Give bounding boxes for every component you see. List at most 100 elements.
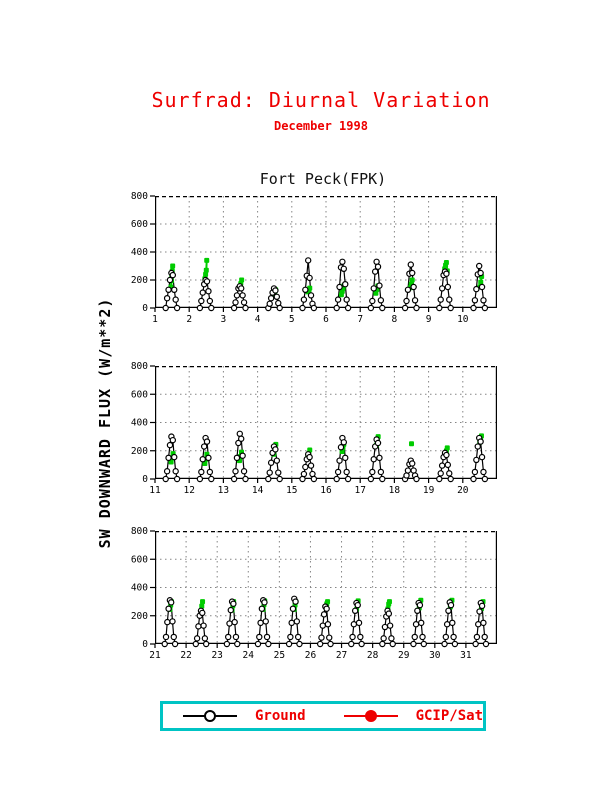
ground-point-day-9 (438, 285, 446, 292)
ground-point-day-21 (161, 640, 168, 648)
ground-point-day-13 (239, 452, 246, 459)
ground-point-day-21 (169, 618, 176, 625)
ground-point-day-1 (165, 286, 172, 294)
ground-point-day-25 (288, 619, 295, 627)
ground-point-day-5 (307, 292, 315, 299)
ground-point-day-21 (165, 605, 172, 612)
ground-point-day-29 (416, 601, 424, 609)
x-tick-label-day-25: 25 (274, 650, 285, 661)
ground-point-day-2 (205, 287, 212, 295)
ground-point-day-7 (370, 285, 377, 292)
satellite-point-day-22 (200, 599, 206, 605)
ground-point-day-11 (171, 453, 178, 461)
y-tick-label-600: 600 (131, 554, 148, 565)
x-tick-label-day-10: 10 (457, 314, 469, 325)
ground-point-day-19 (446, 470, 453, 477)
ground-point-day-2 (203, 278, 211, 285)
ground-point-day-14 (276, 475, 283, 483)
ground-point-day-1 (169, 271, 177, 279)
ground-point-day-24 (254, 640, 262, 648)
ground-point-day-8 (410, 283, 417, 291)
ground-point-day-14 (267, 459, 275, 466)
ground-point-day-31 (475, 621, 482, 628)
ground-point-day-23 (227, 606, 234, 614)
ground-point-day-14 (272, 446, 279, 453)
ground-point-day-11 (166, 441, 174, 449)
ground-point-day-23 (234, 640, 241, 648)
ground-point-day-19 (436, 475, 443, 483)
ground-point-day-20 (474, 443, 481, 450)
x-tick-label-day-12: 12 (183, 485, 194, 496)
ground-point-day-6 (333, 304, 340, 312)
ground-point-day-25 (287, 633, 294, 641)
y-tick-label-800: 800 (131, 526, 148, 537)
ground-point-day-17 (370, 456, 377, 463)
satellite-point-day-11 (168, 459, 174, 465)
x-tick-label-day-18: 18 (389, 485, 401, 496)
legend-box: Ground GCIP/Sat (160, 701, 486, 731)
x-tick-label-day-15: 15 (286, 485, 297, 496)
ground-point-day-13 (230, 475, 238, 483)
ground-point-day-21 (167, 599, 175, 606)
ground-point-day-9 (444, 283, 452, 291)
ground-point-day-11 (162, 475, 169, 483)
ground-point-day-24 (261, 599, 268, 606)
ground-point-day-23 (231, 618, 238, 626)
ground-point-day-30 (450, 633, 457, 641)
satellite-point-day-18 (409, 441, 414, 447)
y-tick-label-800: 800 (131, 191, 148, 202)
y-tick-label-600: 600 (131, 389, 148, 400)
y-axis-label: SW DOWNWARD FLUX (W/m**2) (96, 297, 114, 549)
ground-point-day-30 (443, 621, 451, 628)
ground-point-day-28 (386, 622, 394, 629)
satellite-point-day-1 (170, 263, 176, 269)
ground-point-day-27 (355, 619, 363, 627)
ground-point-day-2 (199, 289, 206, 296)
ground-point-day-9 (443, 270, 450, 277)
ground-point-day-23 (223, 640, 231, 648)
ground-point-day-27 (354, 601, 361, 609)
ground-point-day-12 (196, 475, 204, 483)
panel-days-11-20: 0 200 400 600 800 11 12 13 14 15 16 17 18 19 20 (131, 361, 497, 496)
ground-point-day-1 (163, 294, 171, 302)
ground-point-day-9 (436, 304, 443, 312)
ground-point-day-26 (319, 622, 326, 629)
ground-point-day-22 (193, 635, 201, 642)
ground-point-day-2 (208, 304, 215, 312)
x-tick-label-day-29: 29 (398, 650, 410, 661)
ground-point-day-28 (385, 610, 393, 617)
ground-point-day-29 (411, 633, 418, 641)
ground-point-day-28 (381, 623, 389, 631)
ground-point-day-6 (340, 265, 348, 273)
ground-point-day-3 (238, 285, 245, 292)
x-tick-label-day-28: 28 (367, 650, 379, 661)
y-tick-label-600: 600 (131, 219, 148, 230)
ground-point-day-1 (166, 276, 174, 284)
ground-point-day-27 (358, 640, 365, 648)
ground-point-day-14 (265, 475, 272, 483)
ground-point-day-23 (226, 620, 233, 627)
ground-point-day-4 (272, 287, 279, 294)
ground-point-day-26 (320, 611, 328, 618)
ground-point-day-13 (232, 468, 239, 475)
ground-point-day-19 (444, 461, 452, 469)
ground-point-day-19 (438, 462, 446, 469)
ground-point-day-25 (292, 598, 299, 605)
x-tick-label-day-5: 5 (289, 314, 295, 325)
ground-point-day-19 (443, 451, 450, 459)
ground-point-day-1 (162, 304, 169, 312)
ground-point-day-24 (265, 640, 272, 648)
ground-point-day-1 (172, 296, 179, 303)
ground-point-day-31 (481, 633, 488, 641)
ground-point-day-24 (258, 605, 266, 612)
y-tick-label-400: 400 (131, 247, 148, 258)
ground-point-day-4 (273, 293, 281, 301)
ground-point-day-31 (472, 640, 479, 648)
ground-point-day-3 (232, 299, 239, 306)
ground-point-day-2 (198, 297, 205, 305)
ground-point-day-18 (413, 475, 420, 483)
ground-point-day-26 (323, 605, 330, 612)
x-tick-label-day-19: 19 (423, 485, 435, 496)
y-tick-label-800: 800 (131, 361, 148, 372)
ground-point-day-26 (327, 640, 334, 648)
